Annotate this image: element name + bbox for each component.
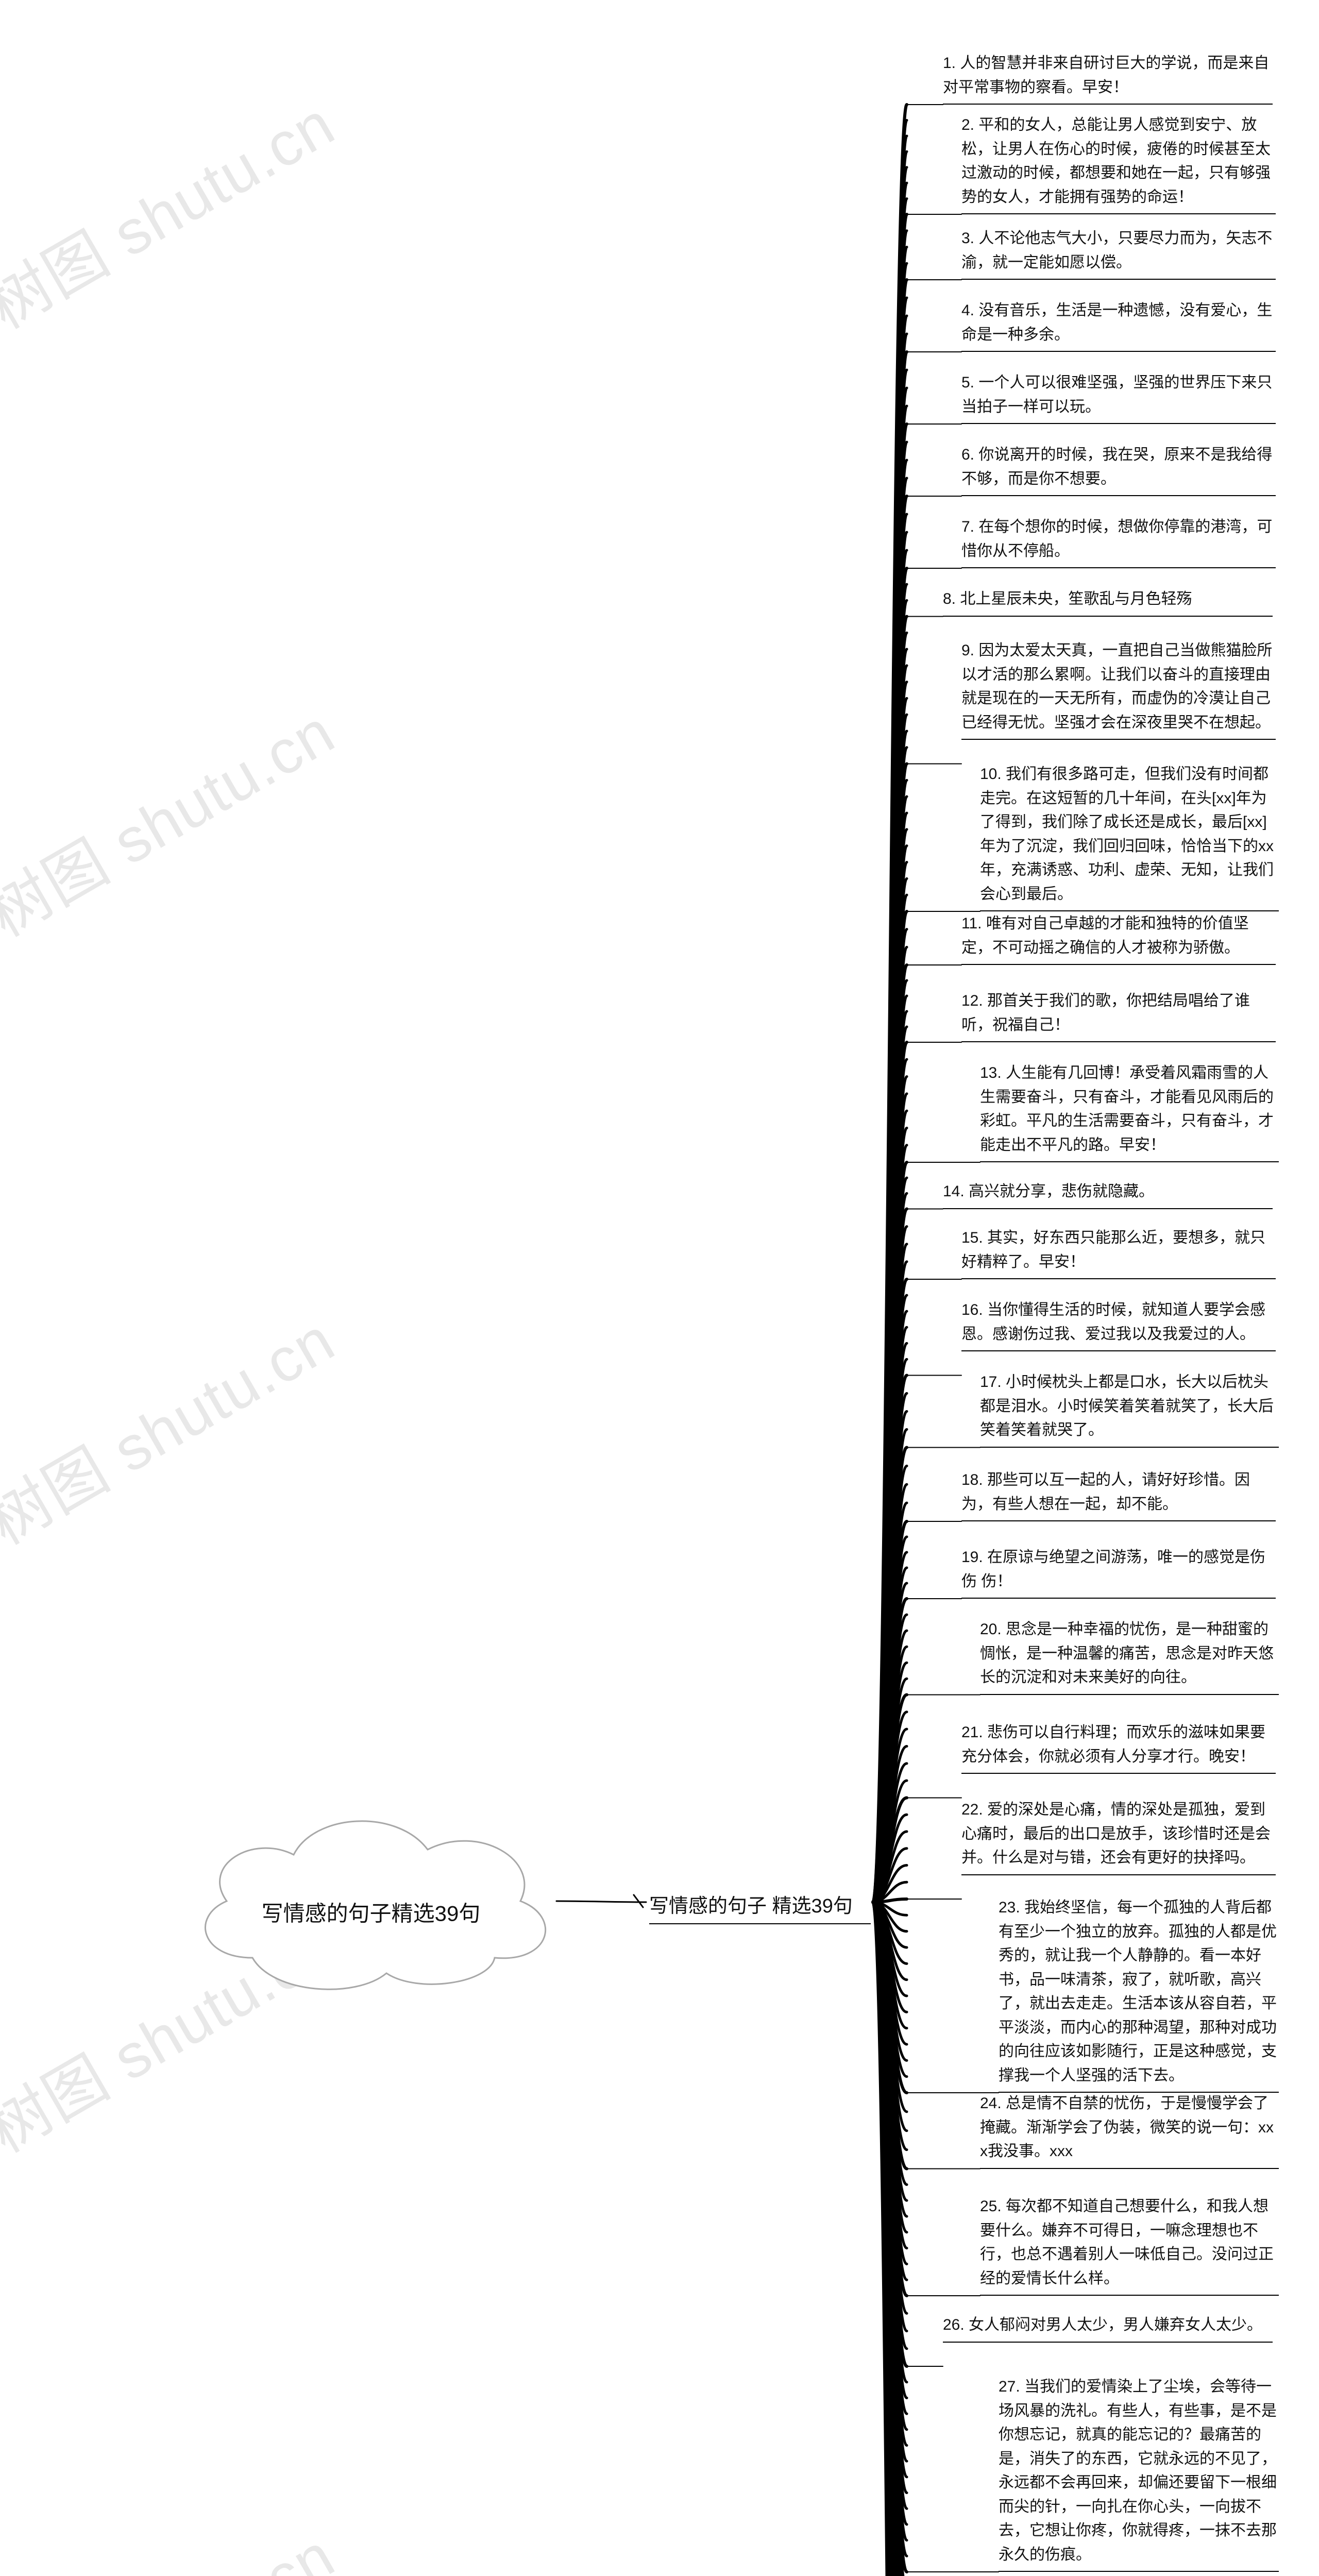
leaf-text: 12. 那首关于我们的歌，你把结局唱给了谁听，祝福自己！ — [961, 992, 1250, 1033]
leaf-underline — [999, 2571, 1279, 2572]
leaf-underline — [961, 1874, 1276, 1875]
leaf-text: 4. 没有音乐，生活是一种遗憾，没有爱心，生命是一种多余。 — [961, 302, 1272, 343]
leaf-text: 22. 爱的深处是心痛，情的深处是孤独，爱到心痛时，最后的出口是放手，该珍惜时还… — [961, 1801, 1271, 1866]
leaf-node: 8. 北上星辰未央，笙歌乱与月色轻殇 — [943, 587, 1273, 617]
leaf-underline — [943, 1208, 1273, 1209]
leaf-node: 5. 一个人可以很难坚强，坚强的世界压下来只当拍子一样可以玩。 — [961, 371, 1276, 424]
leaf-text: 15. 其实，好东西只能那么近，要想多，就只好精粹了。早安！ — [961, 1229, 1265, 1270]
leaf-text: 17. 小时候枕头上都是口水，长大以后枕头都是泪水。小时候笑着笑着就笑了，长大后… — [980, 1374, 1274, 1438]
leaf-text: 24. 总是情不自禁的忧伤，于是慢慢学会了掩藏。渐渐学会了伪装，微笑的说一句：x… — [980, 2095, 1274, 2160]
leaf-text: 25. 每次都不知道自己想要什么，和我人想要什么。嫌弃不可得日，一嘛念理想也不行… — [980, 2198, 1274, 2287]
leaf-text: 1. 人的智慧并非来自研讨巨大的学说，而是来自对平常事物的察看。早安！ — [943, 55, 1269, 96]
leaf-node: 6. 你说离开的时候，我在哭，原来不是我给得不够，而是你不想要。 — [961, 443, 1276, 496]
leaf-node: 23. 我始终坚信，每一个孤独的人背后都有至少一个独立的放弃。孤独的人都是优秀的… — [999, 1896, 1279, 2093]
leaf-underline — [961, 495, 1276, 496]
leaf-node: 4. 没有音乐，生活是一种遗憾，没有爱心，生命是一种多余。 — [961, 299, 1276, 352]
leaf-text: 13. 人生能有几回博！承受着风霜雨雪的人生需要奋斗，只有奋斗，才能看见风雨后的… — [980, 1064, 1274, 1154]
leaf-text: 11. 唯有对自己卓越的才能和独特的价值坚定，不可动摇之确信的人才被称为骄傲。 — [961, 915, 1249, 956]
leaf-text: 14. 高兴就分享，悲伤就隐藏。 — [943, 1183, 1154, 1200]
leaf-underline — [961, 1350, 1276, 1351]
root-label: 写情感的句子精选39句 — [262, 1896, 481, 1928]
hub-label-text: 写情感的句子 精选39句 — [649, 1895, 853, 1917]
leaf-underline — [980, 910, 1279, 911]
leaf-node: 14. 高兴就分享，悲伤就隐藏。 — [943, 1180, 1273, 1209]
leaf-underline — [980, 2295, 1279, 2296]
leaf-underline — [961, 567, 1276, 568]
leaf-node: 25. 每次都不知道自己想要什么，和我人想要什么。嫌弃不可得日，一嘛念理想也不行… — [980, 2195, 1279, 2296]
leaf-text: 8. 北上星辰未央，笙歌乱与月色轻殇 — [943, 590, 1192, 607]
leaf-text: 23. 我始终坚信，每一个孤独的人背后都有至少一个独立的放弃。孤独的人都是优秀的… — [999, 1899, 1277, 2084]
leaf-node: 10. 我们有很多路可走，但我们没有时间都走完。在这短暂的几十年间，在头[xx]… — [980, 762, 1279, 911]
root-cloud: 写情感的句子精选39句 — [170, 1793, 572, 2009]
hub-node: 写情感的句子 精选39句 — [649, 1890, 871, 1924]
leaf-node: 11. 唯有对自己卓越的才能和独特的价值坚定，不可动摇之确信的人才被称为骄傲。 — [961, 912, 1276, 965]
leaf-node: 12. 那首关于我们的歌，你把结局唱给了谁听，祝福自己！ — [961, 989, 1276, 1042]
leaf-underline — [980, 1447, 1279, 1448]
leaf-underline — [961, 1598, 1276, 1599]
leaf-underline — [943, 2342, 1273, 2343]
leaf-underline — [961, 1041, 1276, 1042]
leaf-underline — [961, 351, 1276, 352]
leaf-node: 2. 平和的女人，总能让男人感觉到安宁、放松，让男人在伤心的时候，疲倦的时候甚至… — [961, 113, 1276, 214]
leaf-underline — [961, 964, 1276, 965]
leaf-node: 26. 女人郁闷对男人太少，男人嫌弃女人太少。 — [943, 2313, 1273, 2343]
leaf-underline — [980, 2168, 1279, 2169]
leaf-text: 9. 因为太爱太天真，一直把自己当做熊猫脸所以才活的那么累啊。让我们以奋斗的直接… — [961, 642, 1272, 731]
leaf-text: 6. 你说离开的时候，我在哭，原来不是我给得不够，而是你不想要。 — [961, 446, 1272, 487]
leaf-underline — [943, 104, 1273, 105]
leaf-underline — [961, 1520, 1276, 1521]
watermark-text: 树图 shutu.cn — [0, 75, 348, 346]
leaf-text: 7. 在每个想你的时候，想做你停靠的港湾，可惜你从不停船。 — [961, 518, 1272, 560]
leaf-text: 10. 我们有很多路可走，但我们没有时间都走完。在这短暂的几十年间，在头[xx]… — [980, 766, 1274, 903]
leaf-underline — [961, 423, 1276, 424]
leaf-text: 18. 那些可以互一起的人，请好好珍惜。因为，有些人想在一起，却不能。 — [961, 1471, 1250, 1513]
leaf-node: 13. 人生能有几回博！承受着风霜雨雪的人生需要奋斗，只有奋斗，才能看见风雨后的… — [980, 1061, 1279, 1162]
hub-underline — [649, 1923, 871, 1924]
leaf-text: 21. 悲伤可以自行料理；而欢乐的滋味如果要充分体会，你就必须有人分享才行。晚安… — [961, 1724, 1265, 1765]
leaf-underline — [961, 279, 1276, 280]
watermark-text: 树图 shutu.cn — [0, 1291, 348, 1562]
leaf-text: 26. 女人郁闷对男人太少，男人嫌弃女人太少。 — [943, 2316, 1262, 2333]
leaf-node: 16. 当你懂得生活的时候，就知道人要学会感恩。感谢伤过我、爱过我以及我爱过的人… — [961, 1298, 1276, 1351]
leaf-underline — [980, 1694, 1279, 1695]
leaf-node: 17. 小时候枕头上都是口水，长大以后枕头都是泪水。小时候笑着笑着就笑了，长大后… — [980, 1370, 1279, 1448]
leaf-underline — [980, 1161, 1279, 1162]
leaf-text: 27. 当我们的爱情染上了尘埃，会等待一场风暴的洗礼。有些人，有些事，是不是你想… — [999, 2378, 1277, 2563]
leaf-underline — [961, 1278, 1276, 1279]
leaf-text: 3. 人不论他志气大小，只要尽力而为，矢志不渝，就一定能如愿以偿。 — [961, 230, 1272, 271]
leaf-underline — [961, 213, 1276, 214]
leaf-underline — [961, 739, 1276, 740]
leaf-text: 5. 一个人可以很难坚强，坚强的世界压下来只当拍子一样可以玩。 — [961, 374, 1272, 415]
leaf-node: 20. 思念是一种幸福的忧伤，是一种甜蜜的惆怅，是一种温馨的痛苦，思念是对昨天悠… — [980, 1618, 1279, 1695]
leaf-text: 16. 当你懂得生活的时候，就知道人要学会感恩。感谢伤过我、爱过我以及我爱过的人… — [961, 1301, 1265, 1343]
leaf-text: 20. 思念是一种幸福的忧伤，是一种甜蜜的惆怅，是一种温馨的痛苦，思念是对昨天悠… — [980, 1621, 1274, 1686]
leaf-node: 24. 总是情不自禁的忧伤，于是慢慢学会了掩藏。渐渐学会了伪装，微笑的说一句：x… — [980, 2092, 1279, 2169]
leaf-node: 3. 人不论他志气大小，只要尽力而为，矢志不渝，就一定能如愿以偿。 — [961, 227, 1276, 280]
leaf-node: 7. 在每个想你的时候，想做你停靠的港湾，可惜你从不停船。 — [961, 515, 1276, 568]
leaf-node: 27. 当我们的爱情染上了尘埃，会等待一场风暴的洗礼。有些人，有些事，是不是你想… — [999, 2375, 1279, 2572]
leaf-node: 15. 其实，好东西只能那么近，要想多，就只好精粹了。早安！ — [961, 1226, 1276, 1279]
leaf-underline — [961, 1773, 1276, 1774]
mindmap-canvas: 树图 shutu.cn 树图 shutu.cn 树图 shutu.cn 树图 shut… — [0, 0, 1319, 2576]
leaf-underline — [943, 616, 1273, 617]
leaf-node: 1. 人的智慧并非来自研讨巨大的学说，而是来自对平常事物的察看。早安！ — [943, 52, 1273, 105]
leaf-node: 19. 在原谅与绝望之间游荡，唯一的感觉是伤 伤 伤！ — [961, 1546, 1276, 1599]
watermark-text: 树图 shutu.cn — [0, 683, 348, 954]
leaf-node: 9. 因为太爱太天真，一直把自己当做熊猫脸所以才活的那么累啊。让我们以奋斗的直接… — [961, 639, 1276, 740]
leaf-text: 19. 在原谅与绝望之间游荡，唯一的感觉是伤 伤 伤！ — [961, 1549, 1265, 1590]
leaf-text: 2. 平和的女人，总能让男人感觉到安宁、放松，让男人在伤心的时候，疲倦的时候甚至… — [961, 116, 1271, 206]
leaf-node: 21. 悲伤可以自行料理；而欢乐的滋味如果要充分体会，你就必须有人分享才行。晚安… — [961, 1721, 1276, 1774]
watermark-text: 树图 shutu.cn — [0, 2507, 348, 2576]
leaf-node: 18. 那些可以互一起的人，请好好珍惜。因为，有些人想在一起，却不能。 — [961, 1468, 1276, 1521]
leaf-node: 22. 爱的深处是心痛，情的深处是孤独，爱到心痛时，最后的出口是放手，该珍惜时还… — [961, 1798, 1276, 1875]
